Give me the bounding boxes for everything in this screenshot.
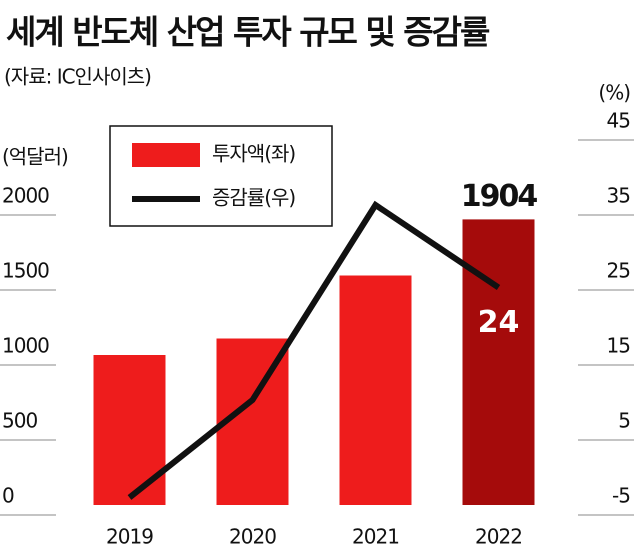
y2-tick-label: 45: [607, 109, 630, 133]
y2-axis-label: (%): [598, 81, 630, 105]
data-label: 24: [478, 305, 520, 340]
legend-label: 투자액(좌): [212, 142, 295, 166]
chart-title: 세계 반도체 산업 투자 규모 및 증감률: [6, 13, 490, 52]
bar: [339, 275, 412, 505]
x-tick-label: 2021: [352, 525, 399, 549]
chart-subtitle: (자료: IC인사이츠): [4, 65, 151, 89]
legend-box: [109, 125, 333, 227]
y-tick-label: 1500: [2, 259, 49, 283]
x-tick-label: 2022: [475, 525, 522, 549]
y-tick-label: 2000: [2, 184, 49, 208]
data-label: 1904: [461, 179, 538, 214]
y2-tick-label: -5: [612, 484, 630, 508]
bar: [93, 355, 166, 505]
y-tick-label: 500: [2, 409, 37, 433]
legend-swatch: [132, 143, 200, 167]
y2-tick-label: 35: [607, 184, 630, 208]
y-tick-label: 1000: [2, 334, 49, 358]
y2-tick-label: 25: [607, 259, 630, 283]
y-tick-label: 0: [2, 484, 14, 508]
line: [127, 200, 501, 500]
y-axis-label: (억달러): [2, 145, 68, 169]
bar: [462, 219, 535, 505]
x-tick-label: 2020: [229, 525, 276, 549]
y2-tick-label: 15: [607, 334, 630, 358]
x-tick-label: 2019: [106, 525, 153, 549]
legend-label: 증감률(우): [212, 186, 295, 210]
y2-tick-label: 5: [618, 409, 630, 433]
